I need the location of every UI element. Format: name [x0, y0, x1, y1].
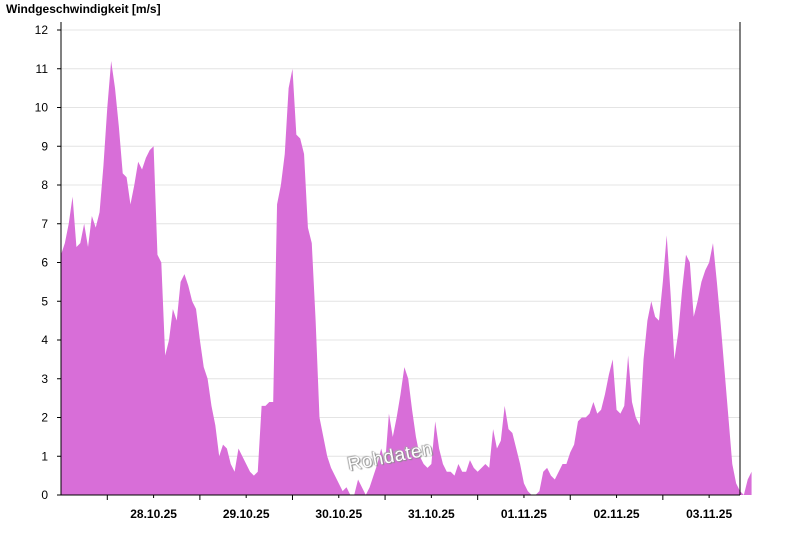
y-tick-label: 10: [35, 101, 49, 115]
x-tick-label: 02.11.25: [594, 507, 640, 521]
x-tick-label: 01.11.25: [501, 507, 547, 521]
x-tick-label: 30.10.25: [315, 507, 362, 521]
y-tick-label: 4: [41, 333, 48, 347]
y-tick-label: 0: [41, 488, 48, 502]
chart-title: Windgeschwindigkeit [m/s]: [6, 2, 161, 16]
y-tick-label: 2: [41, 411, 48, 425]
series-area: [61, 61, 752, 495]
y-tick-label: 7: [41, 217, 48, 231]
x-tick-label: 03.11.25: [686, 507, 732, 521]
y-tick-label: 5: [41, 294, 48, 308]
x-tick-label: 29.10.25: [223, 507, 270, 521]
y-tick-label: 11: [36, 62, 49, 76]
y-tick-label: 9: [41, 139, 48, 153]
y-tick-label: 6: [41, 256, 48, 270]
x-tick-label: 28.10.25: [130, 507, 177, 521]
x-tick-label: 31.10.25: [408, 507, 455, 521]
y-tick-label: 12: [35, 23, 49, 37]
y-tick-label: 3: [41, 372, 48, 386]
y-tick-label: 8: [41, 178, 48, 192]
y-tick-label: 1: [41, 449, 48, 463]
